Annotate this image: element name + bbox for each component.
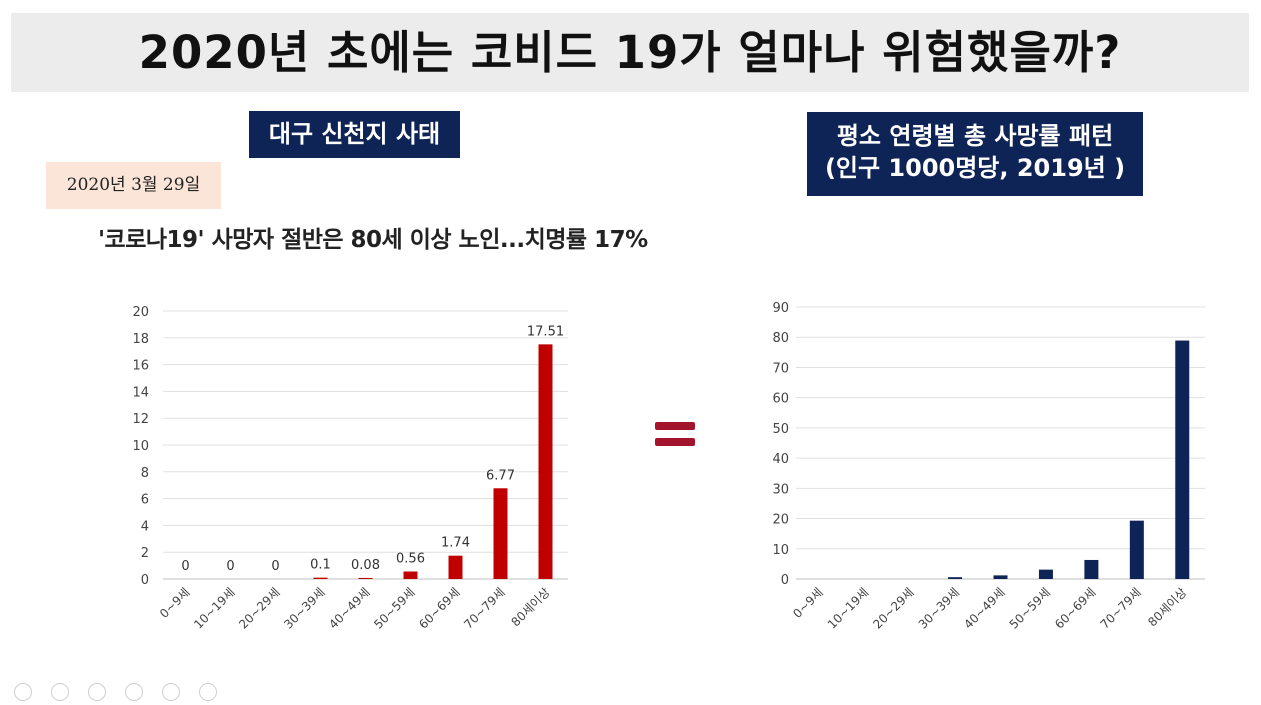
y-tick-label: 20 [772,513,789,528]
x-tick-label: 10~19세 [191,585,237,631]
y-tick-label: 20 [132,305,149,320]
equals-bar-top [655,422,695,430]
y-tick-label: 50 [772,422,789,437]
x-tick-label: 30~39세 [916,585,962,631]
y-tick-label: 18 [132,332,149,347]
y-tick-label: 30 [772,482,789,497]
bar [493,488,508,579]
y-tick-label: 16 [132,359,149,374]
chart-covid-fatality: 0246810121416182000~9세010~19세020~29세0.13… [132,305,568,632]
previous-icon[interactable] [14,683,32,701]
data-label: 0.56 [396,551,425,566]
data-label: 0 [181,559,189,574]
x-tick-label: 60~69세 [1052,585,1098,631]
bar [993,575,1008,579]
bar [1129,520,1144,579]
x-tick-label: 30~39세 [281,585,327,631]
data-label: 0.08 [351,558,380,573]
x-tick-label: 50~59세 [1007,585,1053,631]
x-tick-label: 70~79세 [1098,585,1144,631]
data-label: 0 [271,559,279,574]
data-label: 6.77 [486,468,515,483]
x-tick-label: 40~49세 [326,585,372,631]
y-tick-label: 6 [141,493,149,508]
x-tick-label: 70~79세 [461,585,507,631]
data-label: 0.1 [310,558,331,573]
y-tick-label: 80 [772,331,789,346]
y-tick-label: 70 [772,361,789,376]
bar [403,571,418,579]
left-section-label: 대구 신천지 사태 [249,111,460,158]
right-section-label-line2: (인구 1000명당, 2019년 ) [824,154,1126,182]
x-tick-label: 0~9세 [157,585,193,621]
bar [1038,569,1053,579]
right-section-label-line1: 평소 연령별 총 사망률 패턴 [836,122,1114,150]
data-label: 1.74 [441,536,470,551]
bar [538,344,553,579]
y-tick-label: 90 [772,301,789,316]
y-tick-label: 4 [141,519,149,534]
zoom-icon[interactable] [162,683,181,701]
news-headline: '코로나19' 사망자 절반은 80세 이상 노인...치명률 17% [98,227,648,253]
y-tick-label: 0 [781,573,789,588]
title-bar: 2020년 초에는 코비드 19가 얼마나 위험했을까? [11,13,1249,92]
x-tick-label: 50~59세 [371,585,417,631]
y-tick-label: 0 [141,573,149,588]
page-title: 2020년 초에는 코비드 19가 얼마나 위험했을까? [138,26,1122,79]
data-label: 0 [226,559,234,574]
equals-sign [655,422,695,448]
x-tick-label: 80세이상 [1145,585,1189,629]
x-tick-label: 20~29세 [870,585,916,631]
y-tick-label: 14 [132,385,149,400]
bar [448,555,463,579]
x-tick-label: 10~19세 [825,585,871,631]
y-tick-label: 10 [132,439,149,454]
date-tag: 2020년 3월 29일 [46,162,221,209]
more-icon[interactable] [199,683,218,701]
y-tick-label: 8 [141,466,149,481]
chart-mortality-2019: 0 10 20 30 40 50 60 70 80 90 0~9세 10~19세 20~29세 30~39… [772,301,1205,632]
data-label: 17.51 [527,324,564,339]
y-tick-label: 60 [772,392,789,407]
equals-bar-bottom [655,438,695,446]
bar [313,577,328,579]
y-tick-label: 40 [772,452,789,467]
y-tick-label: 12 [132,412,149,427]
bar [948,577,963,579]
x-tick-label: 0~9세 [790,585,826,621]
x-tick-label: 60~69세 [416,585,462,631]
slides-icon[interactable] [125,683,144,701]
right-section-label: 평소 연령별 총 사망률 패턴 (인구 1000명당, 2019년 ) [807,112,1143,196]
bar [1175,340,1190,579]
bar [358,577,373,579]
x-tick-label: 80세이상 [509,585,553,629]
pen-icon[interactable] [88,683,107,701]
x-tick-label: 40~49세 [961,585,1007,631]
bar [1084,559,1099,579]
x-tick-label: 20~29세 [236,585,282,631]
next-icon[interactable] [51,683,70,701]
slide-toolbar [0,681,220,701]
y-tick-label: 2 [141,546,149,561]
y-tick-label: 10 [772,543,789,558]
